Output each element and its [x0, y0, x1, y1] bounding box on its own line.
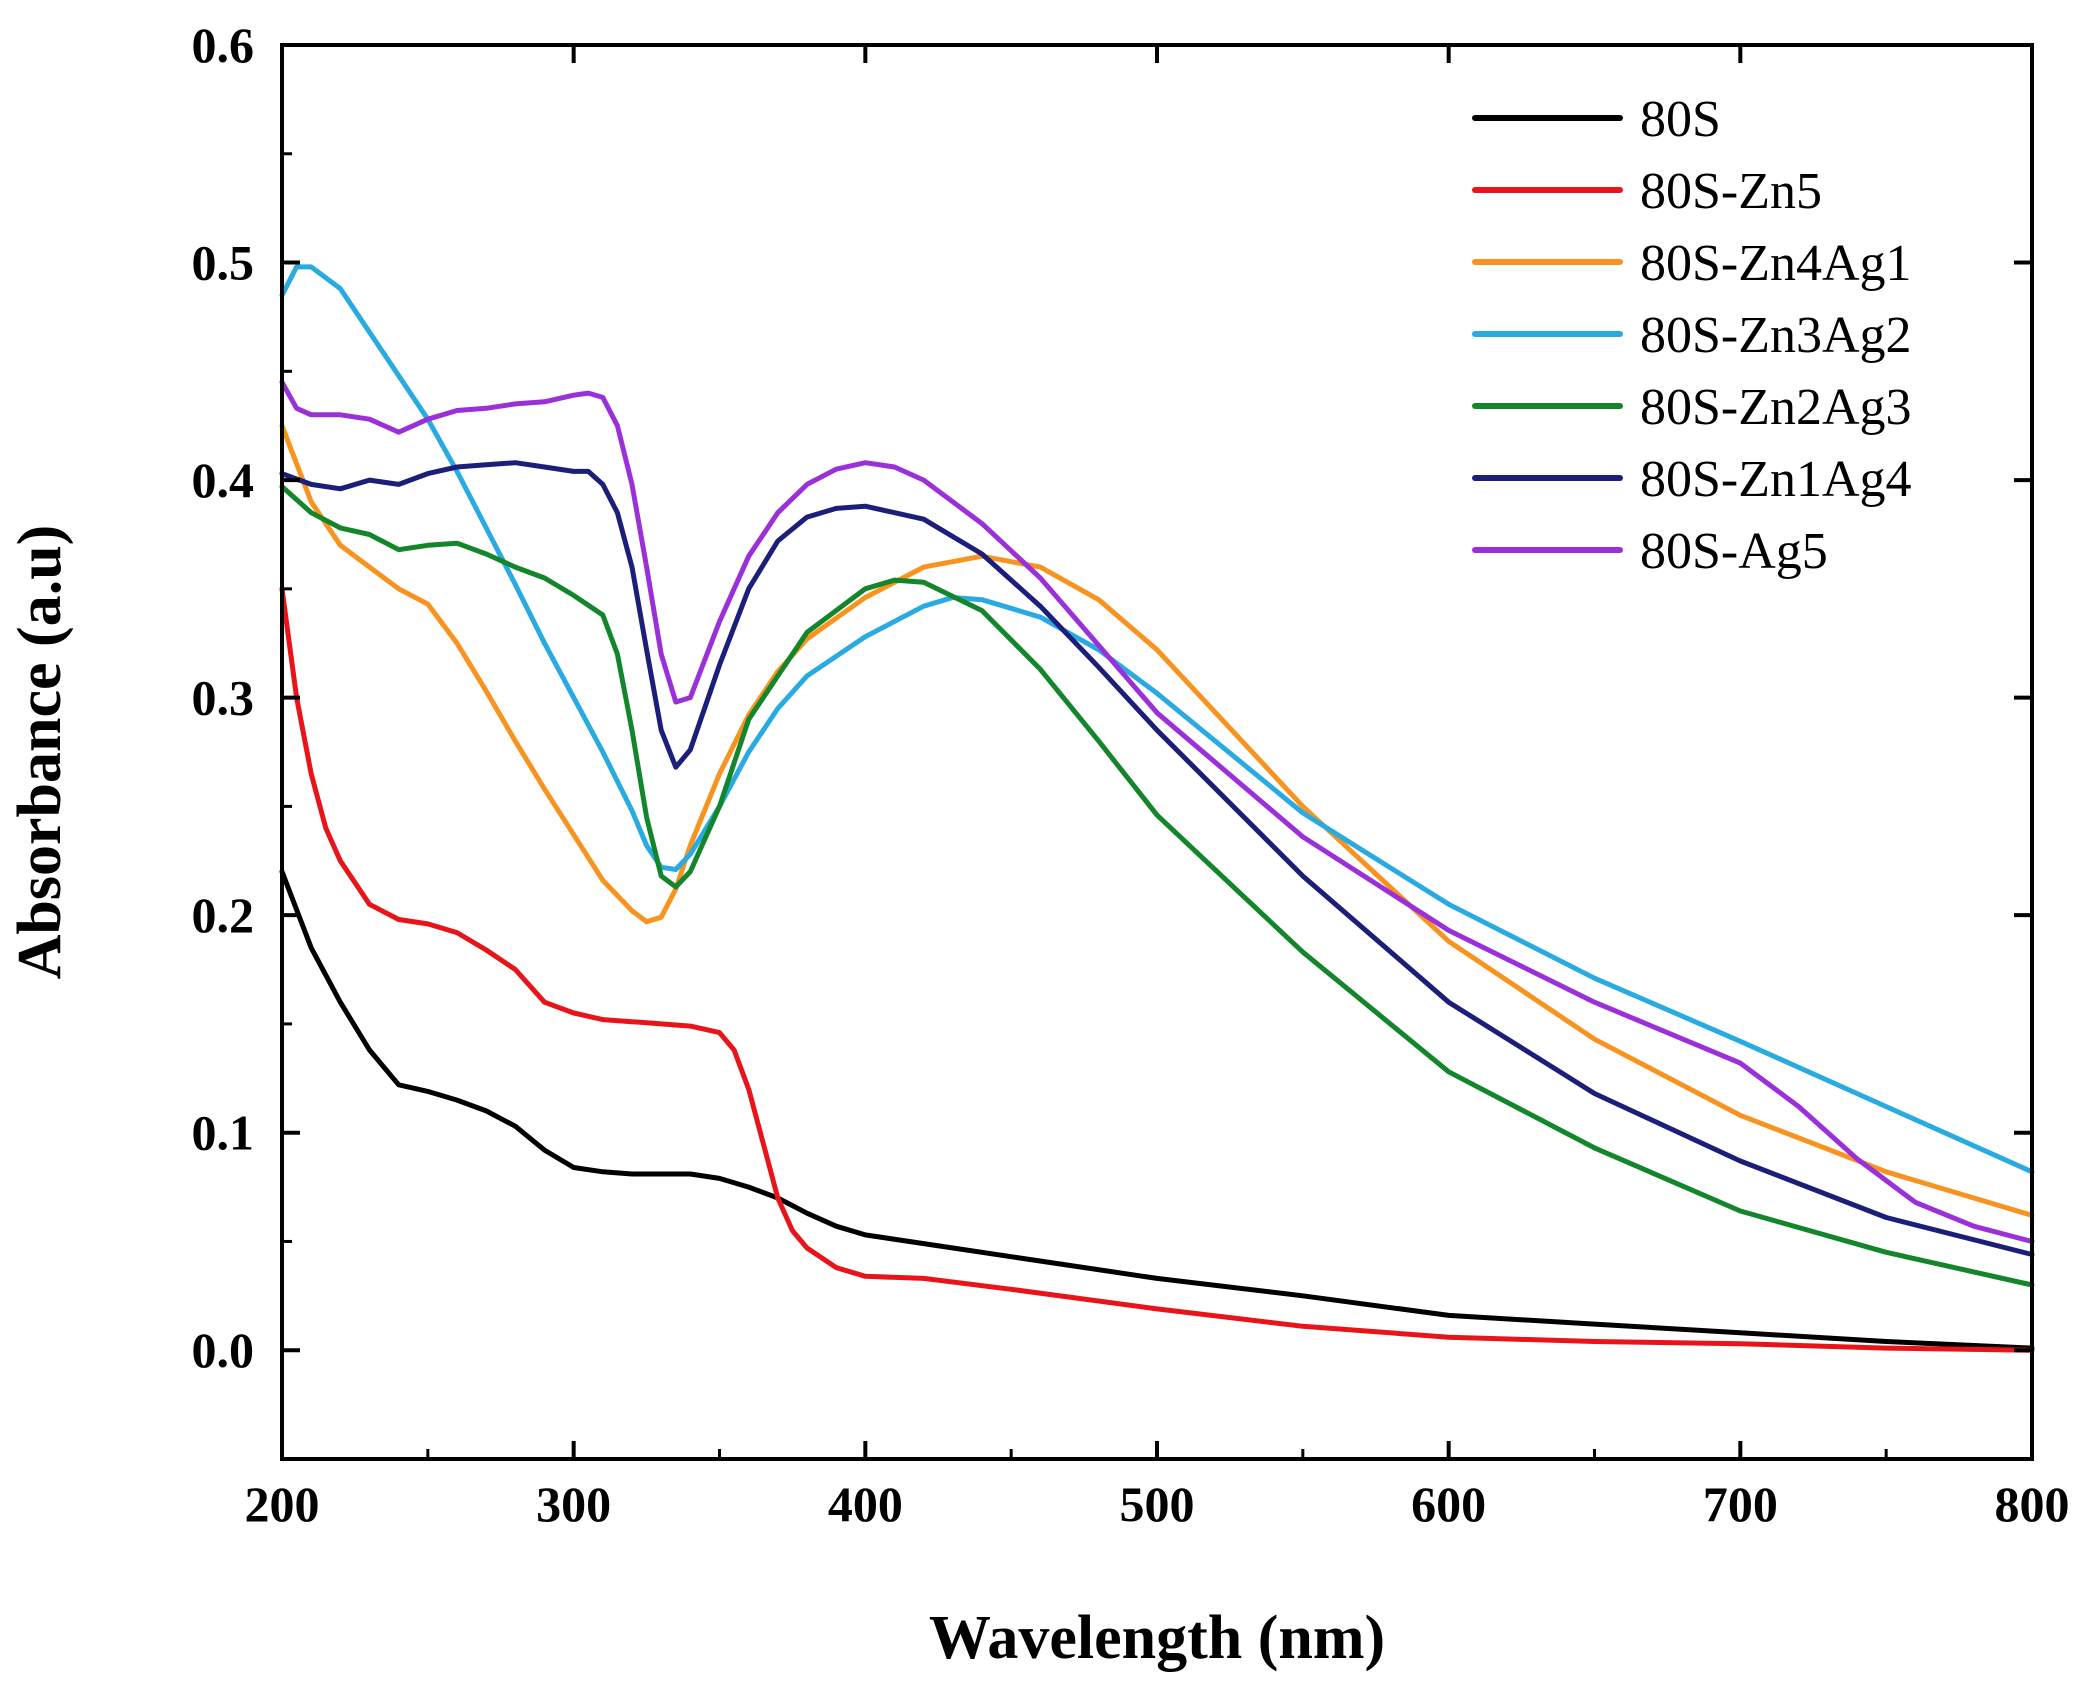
series-line-80s-ag5: [279, 379, 2035, 1244]
legend-label: 80S-Zn2Ag3: [1640, 379, 1912, 436]
x-tick-label: 500: [1120, 1476, 1195, 1532]
y-tick-label: 0.1: [192, 1105, 255, 1161]
y-axis-ticks: 0.0 0.1 0.2 0.3 0.4 0.5 0.6: [192, 17, 2032, 1461]
y-tick-label: 0.2: [192, 887, 255, 943]
x-tick-label: 700: [1703, 1476, 1778, 1532]
legend-label: 80S-Zn3Ag2: [1640, 307, 1912, 364]
series-layer: [279, 264, 2035, 1353]
legend: 80S 80S-Zn5 80S-Zn4Ag1 80S-Zn3Ag2 80S-Zn2Ag3…: [1472, 91, 1912, 580]
series-line-80s-zn5: [279, 586, 2035, 1353]
legend-label: 80S-Ag5: [1640, 523, 1828, 580]
x-tick-label: 800: [1995, 1476, 2070, 1532]
y-tick-label: 0.0: [192, 1322, 255, 1378]
y-tick-label: 0.6: [192, 17, 255, 73]
x-axis-ticks: 200 300 400 500 600 700 800: [245, 45, 2070, 1532]
x-tick-label: 600: [1411, 1476, 1486, 1532]
y-tick-label: 0.3: [192, 670, 255, 726]
legend-label: 80S-Zn5: [1640, 163, 1822, 220]
x-tick-label: 400: [828, 1476, 903, 1532]
x-tick-label: 300: [536, 1476, 611, 1532]
series-line-80s-zn3ag2: [279, 264, 2035, 1175]
series-line-80s-zn1ag4: [279, 460, 2035, 1257]
legend-label: 80S-Zn1Ag4: [1640, 451, 1912, 508]
y-tick-label: 0.5: [192, 235, 255, 291]
x-tick-label: 200: [245, 1476, 320, 1532]
x-axis-title: Wavelength (nm): [929, 1604, 1385, 1672]
series-line-80s-zn4ag1: [279, 423, 2035, 1218]
series-line-80s: [279, 869, 2035, 1351]
legend-label: 80S-Zn4Ag1: [1640, 235, 1912, 292]
y-axis-title: Absorbance (a.u): [6, 525, 74, 980]
legend-label: 80S: [1640, 91, 1721, 148]
series-line-80s-zn2ag3: [279, 484, 2035, 1288]
y-tick-label: 0.4: [192, 452, 255, 508]
